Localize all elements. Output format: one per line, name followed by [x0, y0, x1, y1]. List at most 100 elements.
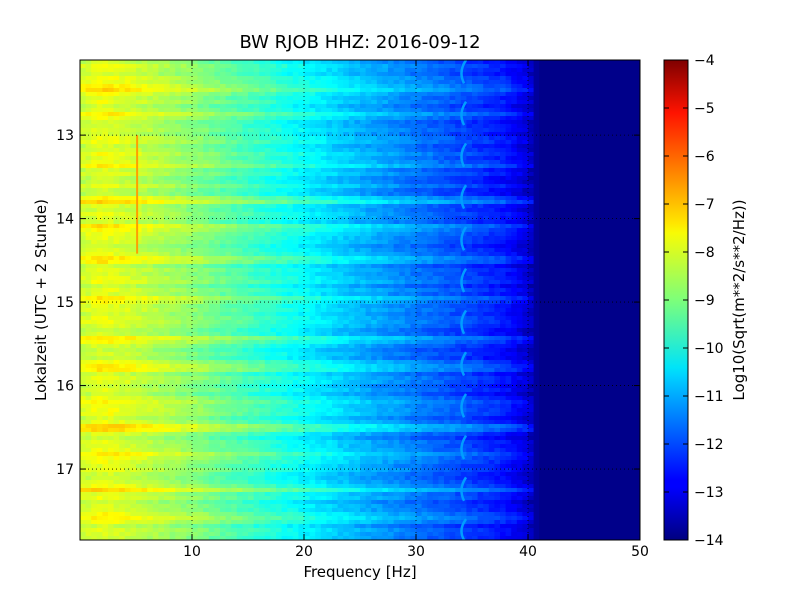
heatmap-cell — [550, 132, 557, 137]
heatmap-cell — [320, 120, 327, 125]
heatmap-cell — [130, 216, 137, 221]
heatmap-cell — [276, 104, 283, 109]
heatmap-cell — [421, 188, 428, 193]
heatmap-cell — [572, 212, 579, 217]
heatmap-cell — [80, 240, 87, 245]
heatmap-cell — [152, 72, 159, 77]
heatmap-cell — [382, 256, 389, 261]
heatmap-cell — [264, 180, 271, 185]
heatmap-cell — [141, 100, 148, 105]
heatmap-cell — [169, 240, 176, 245]
heatmap-cell — [270, 184, 277, 189]
heatmap-cell — [460, 220, 467, 225]
heatmap-cell — [80, 208, 87, 213]
heatmap-cell — [309, 116, 316, 121]
heatmap-cell — [292, 80, 299, 85]
heatmap-cell — [399, 128, 406, 133]
heatmap-cell — [96, 84, 103, 89]
heatmap-cell — [505, 124, 512, 129]
heatmap-cell — [354, 72, 361, 77]
heatmap-cell — [108, 160, 115, 165]
heatmap-cell — [354, 124, 361, 129]
heatmap-cell — [281, 232, 288, 237]
heatmap-cell — [556, 196, 563, 201]
heatmap-cell — [511, 256, 518, 261]
heatmap-cell — [612, 136, 619, 141]
heatmap-cell — [169, 64, 176, 69]
heatmap-cell — [606, 80, 613, 85]
heatmap-cell — [186, 228, 193, 233]
heatmap-cell — [119, 160, 126, 165]
heatmap-cell — [287, 188, 294, 193]
heatmap-cell — [96, 208, 103, 213]
heatmap-cell — [343, 224, 350, 229]
heatmap-cell — [533, 244, 540, 249]
heatmap-cell — [528, 144, 535, 149]
heatmap-cell — [612, 204, 619, 209]
heatmap-cell — [315, 60, 322, 65]
heatmap-cell — [124, 232, 131, 237]
heatmap-cell — [281, 168, 288, 173]
heatmap-cell — [404, 96, 411, 101]
heatmap-cell — [253, 160, 260, 165]
heatmap-cell — [348, 144, 355, 149]
heatmap-cell — [572, 120, 579, 125]
heatmap-cell — [309, 64, 316, 69]
heatmap-cell — [455, 216, 462, 221]
heatmap-cell — [561, 76, 568, 81]
heatmap-cell — [304, 240, 311, 245]
heatmap-cell — [600, 148, 607, 153]
heatmap-cell — [388, 116, 395, 121]
heatmap-cell — [85, 212, 92, 217]
heatmap-cell — [348, 232, 355, 237]
heatmap-cell — [455, 136, 462, 141]
heatmap-cell — [528, 120, 535, 125]
heatmap-cell — [556, 232, 563, 237]
heatmap-cell — [108, 148, 115, 153]
heatmap-cell — [365, 176, 372, 181]
heatmap-cell — [225, 232, 232, 237]
heatmap-cell — [421, 160, 428, 165]
heatmap-cell — [600, 144, 607, 149]
heatmap-cell — [449, 124, 456, 129]
heatmap-cell — [466, 68, 473, 73]
heatmap-cell — [511, 192, 518, 197]
heatmap-cell — [567, 88, 574, 93]
heatmap-cell — [365, 200, 372, 205]
heatmap-cell — [449, 240, 456, 245]
heatmap-cell — [455, 212, 462, 217]
heatmap-cell — [343, 108, 350, 113]
heatmap-cell — [214, 252, 221, 257]
heatmap-cell — [96, 88, 103, 93]
heatmap-cell — [449, 244, 456, 249]
heatmap-cell — [180, 140, 187, 145]
heatmap-cell — [231, 108, 238, 113]
heatmap-cell — [197, 136, 204, 141]
heatmap-cell — [477, 124, 484, 129]
heatmap-cell — [388, 168, 395, 173]
heatmap-cell — [455, 252, 462, 257]
heatmap-cell — [220, 164, 227, 169]
heatmap-cell — [382, 180, 389, 185]
heatmap-cell — [556, 116, 563, 121]
heatmap-cell — [320, 184, 327, 189]
heatmap-cell — [589, 196, 596, 201]
heatmap-cell — [612, 208, 619, 213]
heatmap-cell — [483, 116, 490, 121]
heatmap-cell — [500, 172, 507, 177]
heatmap-cell — [337, 168, 344, 173]
heatmap-cell — [197, 132, 204, 137]
heatmap-cell — [348, 96, 355, 101]
heatmap-cell — [320, 80, 327, 85]
heatmap-cell — [634, 120, 640, 125]
heatmap-cell — [242, 68, 249, 73]
heatmap-cell — [326, 208, 333, 213]
heatmap-cell — [550, 148, 557, 153]
heatmap-cell — [270, 256, 277, 261]
heatmap-cell — [360, 72, 367, 77]
heatmap-cell — [360, 232, 367, 237]
heatmap-cell — [550, 144, 557, 149]
heatmap-cell — [572, 168, 579, 173]
heatmap-cell — [544, 88, 551, 93]
heatmap-cell — [220, 228, 227, 233]
